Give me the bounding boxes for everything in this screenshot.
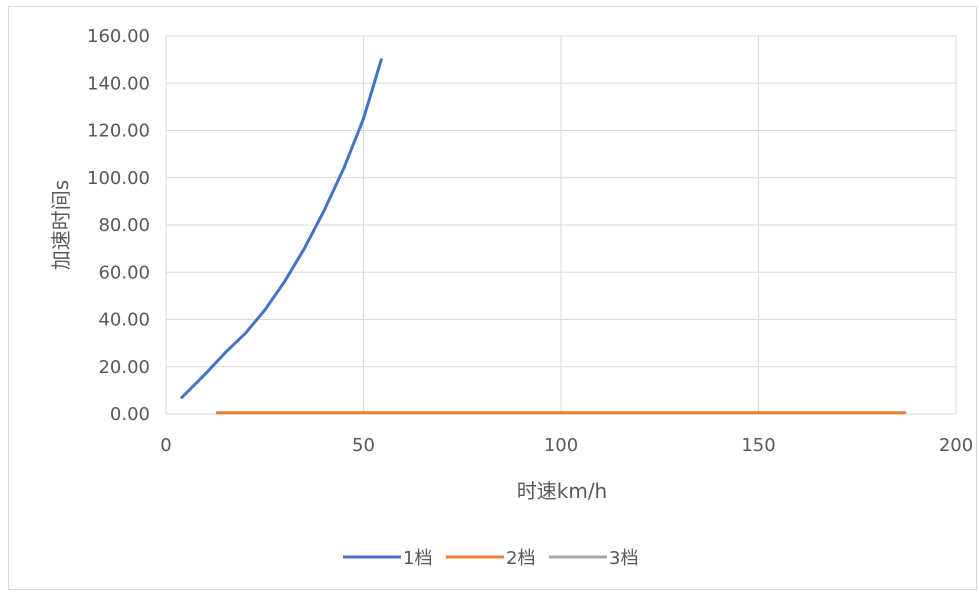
y-tick-label: 120.00 (87, 121, 150, 142)
x-tick-label: 100 (544, 435, 578, 456)
x-tick-label: 0 (160, 435, 171, 456)
gridlines (165, 35, 957, 415)
y-tick-label: 0.00 (110, 404, 150, 425)
legend: 1档 2档 3档 (343, 548, 638, 569)
y-tick-label: 40.00 (98, 310, 150, 331)
y-tick-label: 140.00 (87, 73, 150, 94)
x-tick-label: 200 (939, 435, 973, 456)
y-tick-label: 80.00 (98, 215, 150, 236)
y-tick-label: 20.00 (98, 357, 150, 378)
series-lines (180, 58, 907, 415)
x-axis-ticks: 0 50 100 150 200 (160, 435, 973, 456)
chart-area (8, 6, 977, 590)
y-axis-ticks: 0.00 20.00 40.00 60.00 80.00 100.00 120.00 140.… (87, 26, 150, 425)
y-tick-label: 160.00 (87, 26, 150, 47)
x-tick-label: 150 (741, 435, 775, 456)
legend-label-3: 3档 (609, 548, 638, 569)
legend-label-2: 2档 (506, 548, 535, 569)
series-line-1 (180, 58, 383, 399)
y-tick-label: 100.00 (87, 168, 150, 189)
y-axis-title: 加速时间s (49, 180, 73, 270)
y-tick-label: 60.00 (98, 262, 150, 283)
x-tick-label: 50 (352, 435, 375, 456)
legend-label-1: 1档 (403, 548, 432, 569)
x-axis-title: 时速km/h (517, 479, 607, 503)
